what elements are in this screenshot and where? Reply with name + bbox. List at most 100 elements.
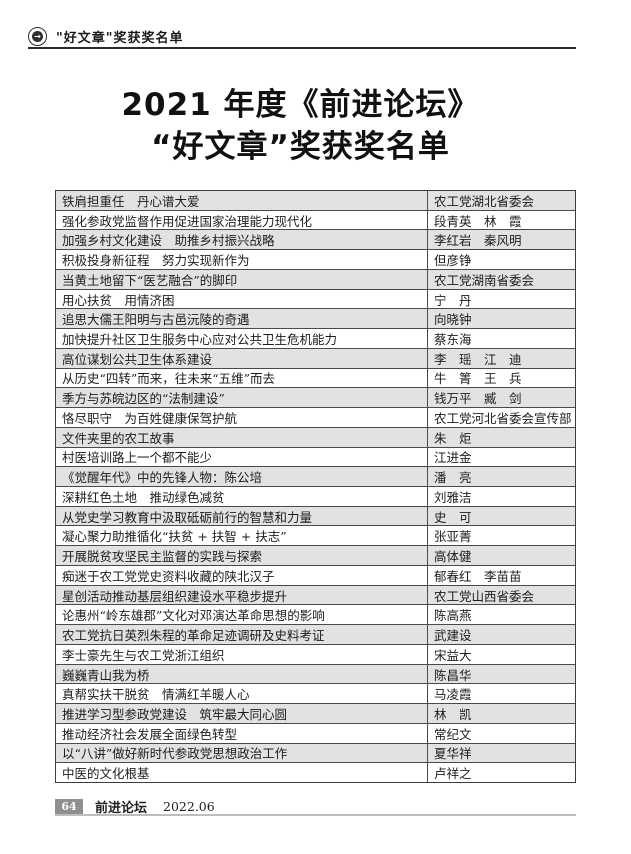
author-cell: 武建设 xyxy=(434,628,472,644)
table-row: 用心扶贫 用情济困宁 丹 xyxy=(56,288,575,309)
article-title-cell: 铁肩担重任 丹心谱大爱 xyxy=(56,191,428,210)
table-row: 推动经济社会发展全面绿色转型 常纪文 xyxy=(56,722,575,743)
article-title-cell: 真帮实扶干脱贫 情满红羊暖人心 xyxy=(56,684,428,704)
article-title-cell: 《觉醒年代》中的先锋人物：陈公培 xyxy=(56,467,428,487)
page-title-line2: “好文章”奖获奖名单 xyxy=(151,129,450,165)
running-header: → "好文章"奖获奖名单 xyxy=(28,25,576,47)
author-cell: 但彦铮 xyxy=(434,253,472,269)
running-header-label: "好文章"奖获奖名单 xyxy=(56,30,184,46)
article-title-cell: 痴迷于农工党党史资料收藏的陕北汉子 xyxy=(56,565,428,585)
author-cell: 李红岩 秦风明 xyxy=(434,233,522,249)
table-row: 从历史“四转”而来，往未来“五维”而去牛 箐 王 兵 xyxy=(56,367,575,388)
table-row: 高位谋划公共卫生体系建设李 瑶 江 迪 xyxy=(56,347,575,368)
author-cell: 夏华祥 xyxy=(434,746,472,762)
article-title-cell: 从历史“四转”而来，往未来“五维”而去 xyxy=(56,368,428,388)
table-row: 强化参政党监督作用促进国家治理能力现代化 段青英 林 霞 xyxy=(56,209,575,230)
article-title-cell: 从党史学习教育中汲取砥砺前行的智慧和力量 xyxy=(56,506,428,526)
article-title-cell: 推进学习型参政党建设 筑牢最大同心圆 xyxy=(56,704,428,723)
table-row: 论惠州“岭东雄郡”文化对邓演达革命思想的影响 陈高燕 xyxy=(56,604,575,625)
article-title-cell: 巍巍青山我为桥 xyxy=(56,664,428,684)
article-title-cell: 积极投身新征程 努力实现新作为 xyxy=(56,250,428,269)
author-cell: 常纪文 xyxy=(434,726,472,742)
author-cell: 向晓钟 xyxy=(434,312,472,328)
article-title-cell: 文件夹里的农工故事 xyxy=(56,427,428,447)
table-row: 铁肩担重任 丹心谱大爱 农工党湖北省委会 xyxy=(56,191,575,210)
table-row: 追思大儒王阳明与古邑沅陵的奇遇 向晓钟 xyxy=(56,308,575,329)
table-row: 从党史学习教育中汲取砥砺前行的智慧和力量史 可 xyxy=(56,505,575,526)
table-row: 村医培训路上一个都不能少 江进金 xyxy=(56,446,575,467)
table-row: 《觉醒年代》中的先锋人物：陈公培潘 亮 xyxy=(56,466,575,487)
article-title-cell: 李士豪先生与农工党浙江组织 xyxy=(56,644,428,664)
author-cell: 刘雅洁 xyxy=(434,489,472,505)
author-cell: 宋益大 xyxy=(434,647,472,663)
author-cell: 蔡东海 xyxy=(434,332,472,348)
article-title-cell: 深耕红色土地 推动绿色减贫 xyxy=(56,487,428,506)
author-cell: 宁 丹 xyxy=(434,292,472,308)
author-cell: 郁春红 李苗苗 xyxy=(434,568,522,584)
author-cell: 潘 亮 xyxy=(434,470,472,486)
table-row: 巍巍青山我为桥 陈昌华 xyxy=(56,663,575,684)
author-cell: 陈昌华 xyxy=(434,667,472,683)
article-title-cell: 中医的文化根基 xyxy=(56,763,428,783)
author-cell: 农工党山西省委会 xyxy=(434,588,535,604)
table-row: 真帮实扶干脱贫 情满红羊暖人心 马凌霞 xyxy=(56,683,575,704)
table-row: 以“八讲”做好新时代参政党思想政治工作 夏华祥 xyxy=(56,742,575,763)
table-row: 深耕红色土地 推动绿色减贫 刘雅洁 xyxy=(56,486,575,506)
article-title-cell: 村医培训路上一个都不能少 xyxy=(56,447,428,467)
circle-arrow-right-icon: → xyxy=(28,26,47,46)
article-title-cell: 以“八讲”做好新时代参政党思想政治工作 xyxy=(56,743,428,763)
article-title-cell: 季方与苏皖边区的“法制建设” xyxy=(56,388,428,408)
author-cell: 农工党湖南省委会 xyxy=(434,272,535,288)
table-row: 恪尽职守 为百姓健康保驾护航 农工党河北省委会宣传部 xyxy=(56,407,575,427)
article-title-cell: 加快提升社区卫生服务中心应对公共卫生危机能力 xyxy=(56,329,428,348)
table-row: 文件夹里的农工故事朱 炬 xyxy=(56,426,575,447)
article-title-cell: 当黄土地留下“医艺融合”的脚印 xyxy=(56,269,428,289)
author-cell: 江进金 xyxy=(434,450,472,466)
table-row: 农工党抗日英烈朱程的革命足迹调研及史料考证 武建设 xyxy=(56,624,575,644)
article-title-cell: 强化参政党监督作用促进国家治理能力现代化 xyxy=(56,210,428,230)
author-cell: 牛 箐 王 兵 xyxy=(434,371,522,387)
page-title: 2021 年度《前进论坛》 “好文章”奖获奖名单 xyxy=(40,84,561,168)
header-rule xyxy=(28,47,576,49)
table-row: 加强乡村文化建设 助推乡村振兴战略 李红岩 秦风明 xyxy=(56,229,575,250)
author-cell: 农工党湖北省委会 xyxy=(434,193,535,209)
article-title-cell: 用心扶贫 用情济困 xyxy=(56,289,428,309)
table-row: 痴迷于农工党党史资料收藏的陕北汉子 郁春红 李苗苗 xyxy=(56,564,575,585)
article-title-cell: 星创活动推动基层组织建设水平稳步提升 xyxy=(56,585,428,605)
article-title-cell: 论惠州“岭东雄郡”文化对邓演达革命思想的影响 xyxy=(56,605,428,625)
issue-date: 2022.06 xyxy=(163,798,215,814)
article-title-cell: 恪尽职守 为百姓健康保驾护航 xyxy=(56,408,428,427)
table-row: 推进学习型参政党建设 筑牢最大同心圆林 凯 xyxy=(56,703,575,723)
author-cell: 陈高燕 xyxy=(434,608,472,624)
journal-name: 前进论坛 xyxy=(95,800,148,816)
author-cell: 钱万平 臧 剑 xyxy=(434,391,522,407)
award-table: 铁肩担重任 丹心谱大爱 农工党湖北省委会 强化参政党监督作用促进国家治理能力现代化段… xyxy=(55,190,576,783)
table-row: 加快提升社区卫生服务中心应对公共卫生危机能力 蔡东海 xyxy=(56,328,575,348)
author-cell: 段青英 林 霞 xyxy=(434,213,522,229)
table-row: 开展脱贫攻坚民主监督的实践与探索 高体健 xyxy=(56,545,575,565)
author-cell: 朱 炬 xyxy=(434,430,472,446)
author-cell: 李 瑶 江 迪 xyxy=(434,351,522,367)
article-title-cell: 推动经济社会发展全面绿色转型 xyxy=(56,723,428,743)
author-cell: 林 凯 xyxy=(434,706,472,722)
table-row: 凝心聚力助推循化“扶贫 + 扶智 + 扶志” 张亚菁 xyxy=(56,525,575,546)
page-number-badge: 64 xyxy=(55,798,83,814)
author-cell: 高体健 xyxy=(434,549,472,565)
page-title-line1: 2021 年度《前进论坛》 xyxy=(121,87,480,123)
table-row: 星创活动推动基层组织建设水平稳步提升 农工党山西省委会 xyxy=(56,584,575,605)
footer-rule xyxy=(55,814,576,816)
author-cell: 史 可 xyxy=(434,509,472,525)
page-footer: 64 前进论坛 2022.06 xyxy=(55,798,576,816)
author-cell: 马凌霞 xyxy=(434,687,472,703)
table-row: 当黄土地留下“医艺融合”的脚印 农工党湖南省委会 xyxy=(56,268,575,289)
author-cell: 张亚菁 xyxy=(434,529,472,545)
table-row: 李士豪先生与农工党浙江组织 宋益大 xyxy=(56,643,575,664)
article-title-cell: 加强乡村文化建设 助推乡村振兴战略 xyxy=(56,230,428,250)
article-title-cell: 农工党抗日英烈朱程的革命足迹调研及史料考证 xyxy=(56,625,428,644)
author-cell: 卢祥之 xyxy=(434,766,472,782)
article-title-cell: 凝心聚力助推循化“扶贫 + 扶智 + 扶志” xyxy=(56,526,428,546)
table-row: 中医的文化根基 卢祥之 xyxy=(56,762,575,783)
table-row: 积极投身新征程 努力实现新作为 但彦铮 xyxy=(56,249,575,269)
table-row: 季方与苏皖边区的“法制建设” 钱万平 臧 剑 xyxy=(56,387,575,408)
arrow-right-glyph: → xyxy=(32,30,43,42)
